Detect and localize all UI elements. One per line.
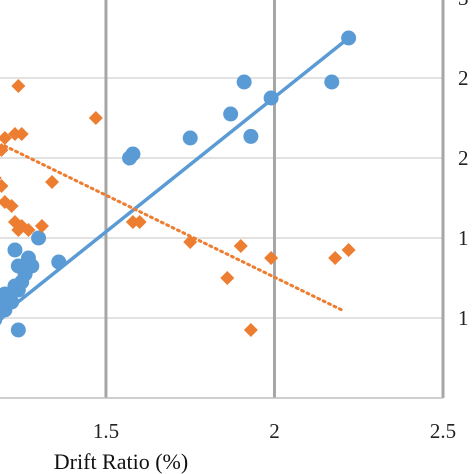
data-point-diamond [0,131,12,145]
trend-line-dotted [3,144,344,312]
right-tick-label: 2 [458,66,469,90]
trend-lines [0,36,350,319]
data-point-circle [243,128,259,144]
data-point-diamond [0,179,9,193]
data-point-diamond [4,199,19,213]
data-point-circle [182,130,198,146]
trend-line-solid [0,36,350,319]
data-point-circle [10,258,26,274]
data-point-diamond [11,79,26,93]
data-point-circle [10,322,26,338]
data-points [0,30,357,338]
data-point-circle [20,250,36,266]
right-tick-label: 3 [458,0,469,10]
x-tick-label: 2.5 [430,419,456,443]
right-tick-label: 2 [458,146,469,170]
data-point-diamond [45,175,60,189]
data-point-circle [223,106,239,122]
data-point-diamond [183,235,198,249]
x-axis-title: Drift Ratio (%) [54,449,188,474]
data-point-diamond [88,111,103,125]
data-point-diamond [132,215,147,229]
data-point-diamond [220,271,235,285]
data-point-circle [51,254,67,270]
right-tick-label: 1 [458,226,469,250]
data-point-diamond [34,219,49,233]
data-point-circle [341,30,357,46]
data-point-diamond [328,251,343,265]
data-point-diamond [0,176,2,180]
right-tick-labels: 3 2 2 1 1 [458,0,469,330]
data-point-circle [125,146,141,162]
data-point-diamond [11,223,26,237]
right-tick-label: 1 [458,306,469,330]
data-point-circle [7,242,23,258]
data-point-circle [263,90,279,106]
data-point-diamond [243,323,258,337]
gridlines [0,0,445,399]
data-point-diamond [21,223,36,237]
data-point-diamond [0,143,9,157]
data-point-circle [324,74,340,90]
x-tick-labels: 1.5 2 2.5 [93,419,456,443]
x-tick-label: 2 [269,419,280,443]
x-tick-label: 1.5 [93,419,119,443]
data-point-diamond [0,195,12,209]
data-point-circle [236,74,252,90]
data-point-diamond [233,239,248,253]
data-point-diamond [341,243,356,257]
data-point-diamond [264,251,279,265]
data-point-diamond [14,127,29,141]
data-point-circle [31,230,47,246]
